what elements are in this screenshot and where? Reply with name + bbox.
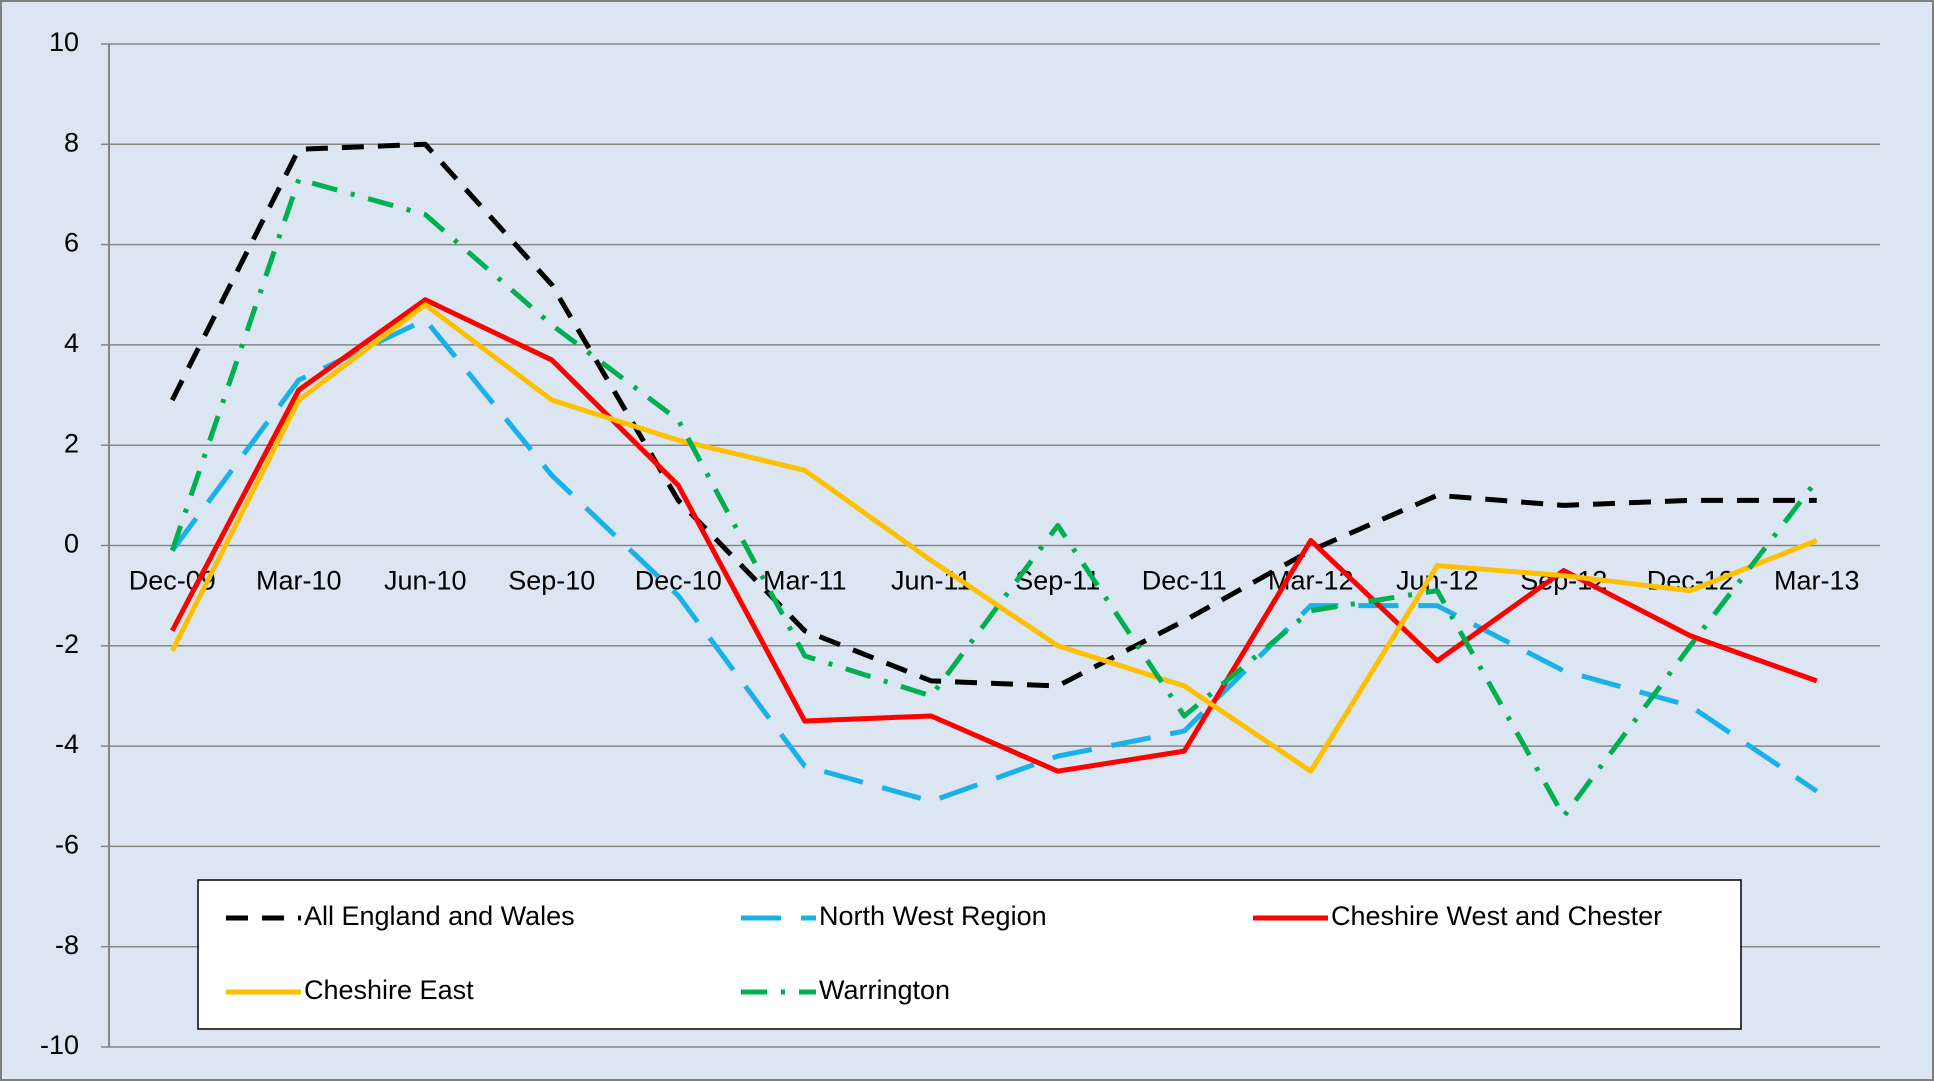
y-tick-label: 6: [64, 228, 79, 258]
series-line: [170, 297, 1818, 774]
series-line: [170, 302, 1818, 774]
y-tick-label: -8: [55, 930, 79, 960]
x-tick-label: Mar-11: [763, 566, 847, 596]
series-line: [169, 176, 1819, 819]
legend-box: [197, 879, 1742, 1030]
legend-label: North West Region: [819, 901, 1047, 931]
series-line: [170, 141, 1817, 689]
x-tick-label: Mar-10: [256, 566, 342, 596]
x-tick-label: Mar-13: [1774, 566, 1860, 596]
y-tick-label: -10: [40, 1030, 79, 1060]
legend-label: Warrington: [819, 975, 950, 1005]
y-tick-label: 2: [64, 428, 79, 458]
y-tick-label: 4: [64, 328, 79, 358]
series-line: [170, 317, 1819, 804]
y-tick-label: 10: [49, 27, 79, 57]
x-tick-label: Dec-11: [1142, 566, 1227, 596]
x-tick-label: Sep-10: [508, 566, 595, 596]
y-tick-label: 8: [64, 127, 79, 157]
y-tick-label: -6: [55, 830, 79, 860]
y-tick-label: 0: [64, 529, 79, 559]
legend-label: Cheshire West and Chester: [1331, 901, 1662, 931]
y-tick-label: -2: [55, 629, 79, 659]
legend-label: Cheshire East: [304, 975, 474, 1005]
y-tick-label: -4: [55, 729, 79, 759]
legend-label: All England and Wales: [304, 901, 575, 931]
x-tick-label: Jun-10: [384, 566, 467, 596]
x-tick-label: Dec-10: [635, 566, 722, 596]
